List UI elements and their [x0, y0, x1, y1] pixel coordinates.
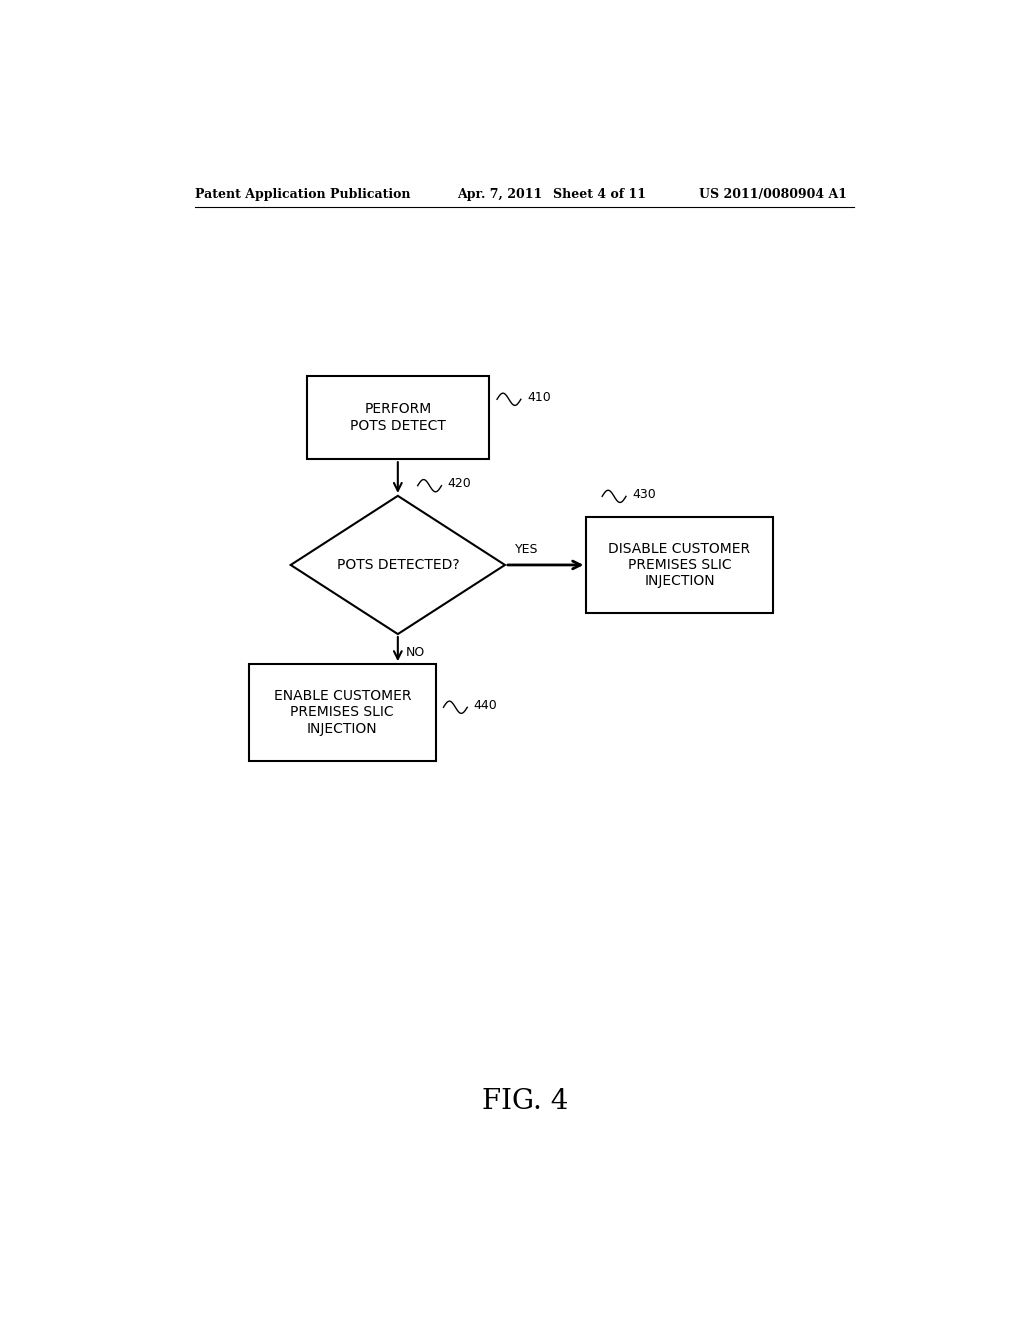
Text: 430: 430: [633, 488, 656, 500]
Text: Sheet 4 of 11: Sheet 4 of 11: [553, 189, 645, 202]
Text: 440: 440: [474, 698, 498, 711]
Text: 420: 420: [447, 477, 472, 490]
Text: ENABLE CUSTOMER
PREMISES SLIC
INJECTION: ENABLE CUSTOMER PREMISES SLIC INJECTION: [273, 689, 411, 735]
Text: YES: YES: [514, 544, 538, 556]
FancyBboxPatch shape: [587, 516, 773, 614]
Text: NO: NO: [406, 645, 425, 659]
FancyBboxPatch shape: [249, 664, 435, 760]
Text: 410: 410: [527, 391, 551, 404]
Text: PERFORM
POTS DETECT: PERFORM POTS DETECT: [350, 403, 445, 433]
FancyBboxPatch shape: [306, 376, 489, 459]
Text: POTS DETECTED?: POTS DETECTED?: [337, 558, 459, 572]
Text: Apr. 7, 2011: Apr. 7, 2011: [458, 189, 543, 202]
Text: FIG. 4: FIG. 4: [481, 1088, 568, 1115]
Text: US 2011/0080904 A1: US 2011/0080904 A1: [699, 189, 848, 202]
Text: DISABLE CUSTOMER
PREMISES SLIC
INJECTION: DISABLE CUSTOMER PREMISES SLIC INJECTION: [608, 541, 751, 589]
Text: Patent Application Publication: Patent Application Publication: [196, 189, 411, 202]
Polygon shape: [291, 496, 505, 634]
